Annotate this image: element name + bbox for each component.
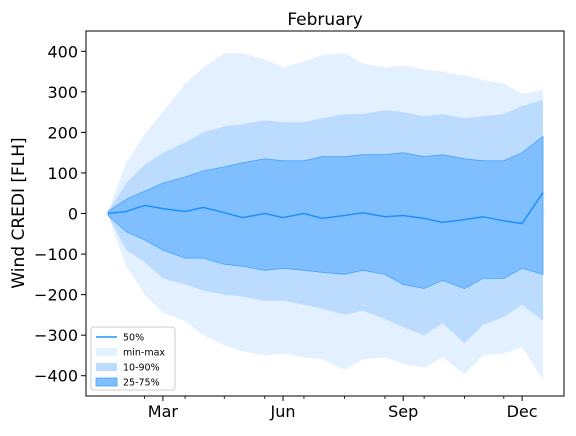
y-tick-label: −200 [34,286,78,305]
y-axis-label: Wind CREDI [FLH] [9,137,29,288]
y-tick-label: −400 [34,367,78,386]
legend-label: 50% [123,333,144,344]
legend-swatch [96,348,117,356]
x-tick-label: Sep [388,402,418,421]
x-tick-label: Mar [148,402,179,421]
legend-label: min-max [123,348,165,359]
legend-label: 10-90% [123,363,160,374]
legend-box [90,326,176,391]
x-tick-label: Jun [270,402,296,421]
x-tick-label: Dec [507,402,538,421]
y-tick-label: −100 [34,245,78,264]
band-25-75 [107,135,544,289]
percentile-bands [107,53,544,380]
y-tick-label: 400 [47,42,78,61]
y-tick-label: 100 [47,164,78,183]
y-tick-label: 300 [47,83,78,102]
y-tick-label: 200 [47,123,78,142]
chart-title: February [287,10,362,30]
y-tick-label: −300 [34,326,78,345]
legend-label: 25-75% [123,378,160,389]
median-layer [107,191,544,225]
y-tick-label: 0 [68,205,78,224]
y-axis: 400 300 200 100 0 −100 −200 −300 −400 [34,42,86,386]
legend-swatch [95,377,118,387]
x-axis: Mar Jun Sep Dec [144,396,538,421]
legend-swatch [96,363,117,371]
legend: 50% min-max 10-90% 25-75% [90,326,176,391]
median-line [107,191,544,225]
